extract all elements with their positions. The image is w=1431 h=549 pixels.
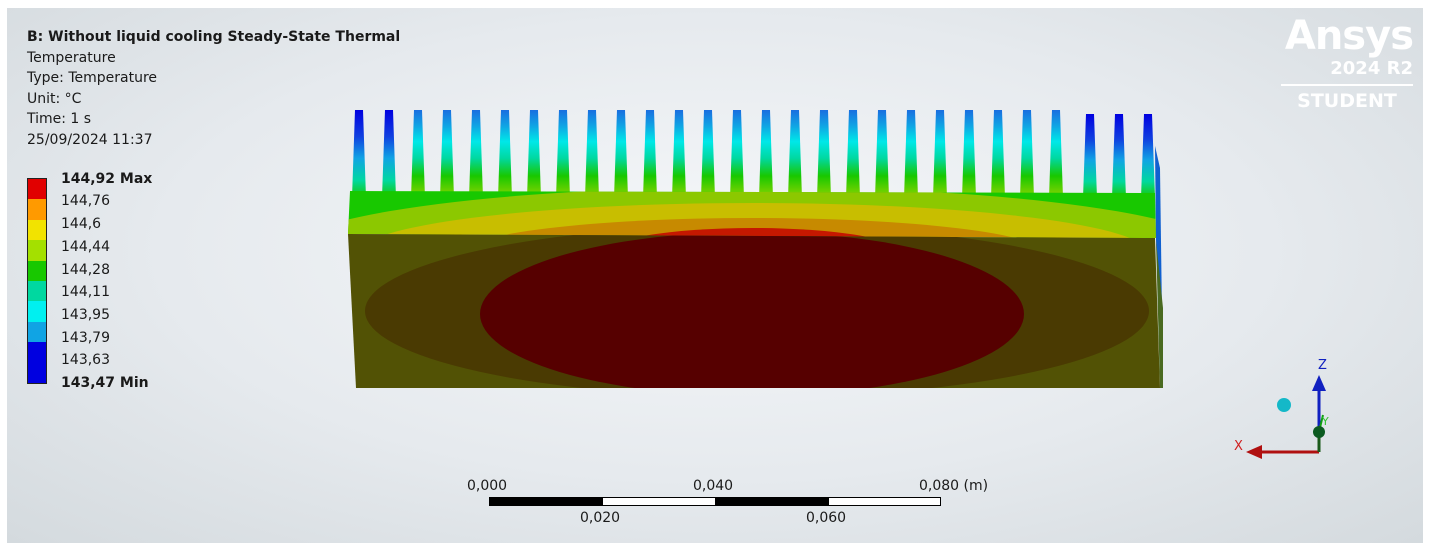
fin bbox=[1112, 114, 1126, 198]
legend-band-6 bbox=[28, 280, 46, 302]
x-axis-label: X bbox=[1234, 439, 1243, 454]
x-axis-arrow bbox=[1246, 445, 1262, 459]
fin bbox=[991, 110, 1005, 198]
legend-label: 144,6 bbox=[61, 216, 102, 232]
triad-origin bbox=[1313, 426, 1325, 438]
fin bbox=[1049, 110, 1063, 198]
base-front-face bbox=[348, 234, 1160, 388]
axis-triad[interactable]: Z Y X bbox=[1222, 353, 1342, 463]
legend-band-4 bbox=[28, 240, 46, 261]
scale-segment bbox=[602, 497, 716, 506]
legend-band-3 bbox=[28, 219, 46, 241]
scale-label: 0,020 bbox=[580, 510, 621, 526]
scale-segment bbox=[715, 497, 829, 506]
fin bbox=[962, 110, 976, 198]
fin bbox=[875, 110, 889, 198]
fin bbox=[1083, 114, 1097, 198]
result-time: Time: 1 s bbox=[27, 111, 92, 127]
fin bbox=[1141, 114, 1155, 198]
result-type: Type: Temperature bbox=[27, 70, 158, 86]
scale-label: 0,040 bbox=[693, 478, 734, 494]
fin bbox=[643, 110, 657, 198]
legend-label: 143,79 bbox=[61, 330, 110, 346]
fin bbox=[701, 110, 715, 198]
fin bbox=[527, 110, 541, 198]
fin bbox=[411, 110, 425, 198]
base-side-face-lower bbox=[1156, 240, 1163, 388]
logo-brand: Ansys bbox=[1284, 13, 1414, 59]
legend-band-8 bbox=[28, 321, 46, 343]
fin bbox=[1020, 110, 1034, 198]
result-name: Temperature bbox=[27, 49, 116, 66]
fin bbox=[904, 110, 918, 198]
fin bbox=[730, 110, 744, 198]
fin bbox=[440, 110, 454, 198]
fin bbox=[788, 110, 802, 198]
isometric-view-ball[interactable] bbox=[1277, 398, 1291, 412]
y-axis-label: Y bbox=[1321, 415, 1329, 428]
scale-segment bbox=[489, 497, 603, 506]
legend-label: 144,76 bbox=[61, 193, 110, 209]
fin bbox=[585, 110, 599, 198]
legend-label: 144,28 bbox=[61, 262, 110, 278]
heat-sink-model[interactable] bbox=[7, 8, 1423, 543]
scale-segment bbox=[828, 497, 941, 506]
legend-band-5 bbox=[28, 260, 46, 281]
legend-band-2 bbox=[28, 199, 46, 220]
fin bbox=[933, 110, 947, 198]
scale-label: 0,060 bbox=[806, 510, 847, 526]
logo-edition: STUDENT bbox=[1297, 90, 1397, 112]
fin bbox=[846, 110, 860, 198]
result-unit: Unit: °C bbox=[27, 90, 82, 107]
legend-band-1 bbox=[28, 179, 46, 200]
fin bbox=[352, 110, 366, 198]
legend-label: 144,11 bbox=[61, 284, 110, 300]
fin bbox=[817, 110, 831, 198]
legend-label: 144,44 bbox=[61, 239, 110, 255]
legend-color-bar bbox=[27, 178, 47, 384]
legend-label-min: 143,47 Min bbox=[61, 375, 149, 391]
scale-label: 0,000 bbox=[467, 478, 508, 494]
legend-band-9 bbox=[28, 342, 46, 363]
legend-band-7 bbox=[28, 301, 46, 322]
fin bbox=[759, 110, 773, 198]
logo-divider bbox=[1281, 84, 1413, 86]
fin bbox=[498, 110, 512, 198]
fin bbox=[469, 110, 483, 198]
fin bbox=[382, 110, 396, 198]
graphics-viewport[interactable]: B: Without liquid cooling Steady-State T… bbox=[7, 8, 1423, 543]
z-axis-arrow bbox=[1312, 375, 1326, 391]
result-info: B: Without liquid cooling Steady-State T… bbox=[27, 27, 400, 150]
logo-version: 2024 R2 bbox=[1330, 58, 1413, 79]
heat-sink-fins bbox=[352, 110, 1155, 198]
scale-bar: 0,000 0,040 0,080 (m) 0,020 0,060 bbox=[467, 474, 989, 543]
legend-label: 143,63 bbox=[61, 352, 110, 368]
fin bbox=[672, 110, 686, 198]
legend-label: 143,95 bbox=[61, 307, 110, 323]
scale-label: 0,080 (m) bbox=[919, 478, 989, 494]
z-axis-label: Z bbox=[1318, 358, 1327, 373]
ansys-logo: Ansys 2024 R2 STUDENT bbox=[1273, 13, 1414, 112]
legend-label-max: 144,92 Max bbox=[61, 171, 153, 187]
legend-band-10 bbox=[28, 362, 46, 383]
result-timestamp: 25/09/2024 11:37 bbox=[27, 131, 153, 148]
fin bbox=[556, 110, 570, 198]
analysis-title: B: Without liquid cooling Steady-State T… bbox=[27, 29, 401, 45]
fin bbox=[614, 110, 628, 198]
